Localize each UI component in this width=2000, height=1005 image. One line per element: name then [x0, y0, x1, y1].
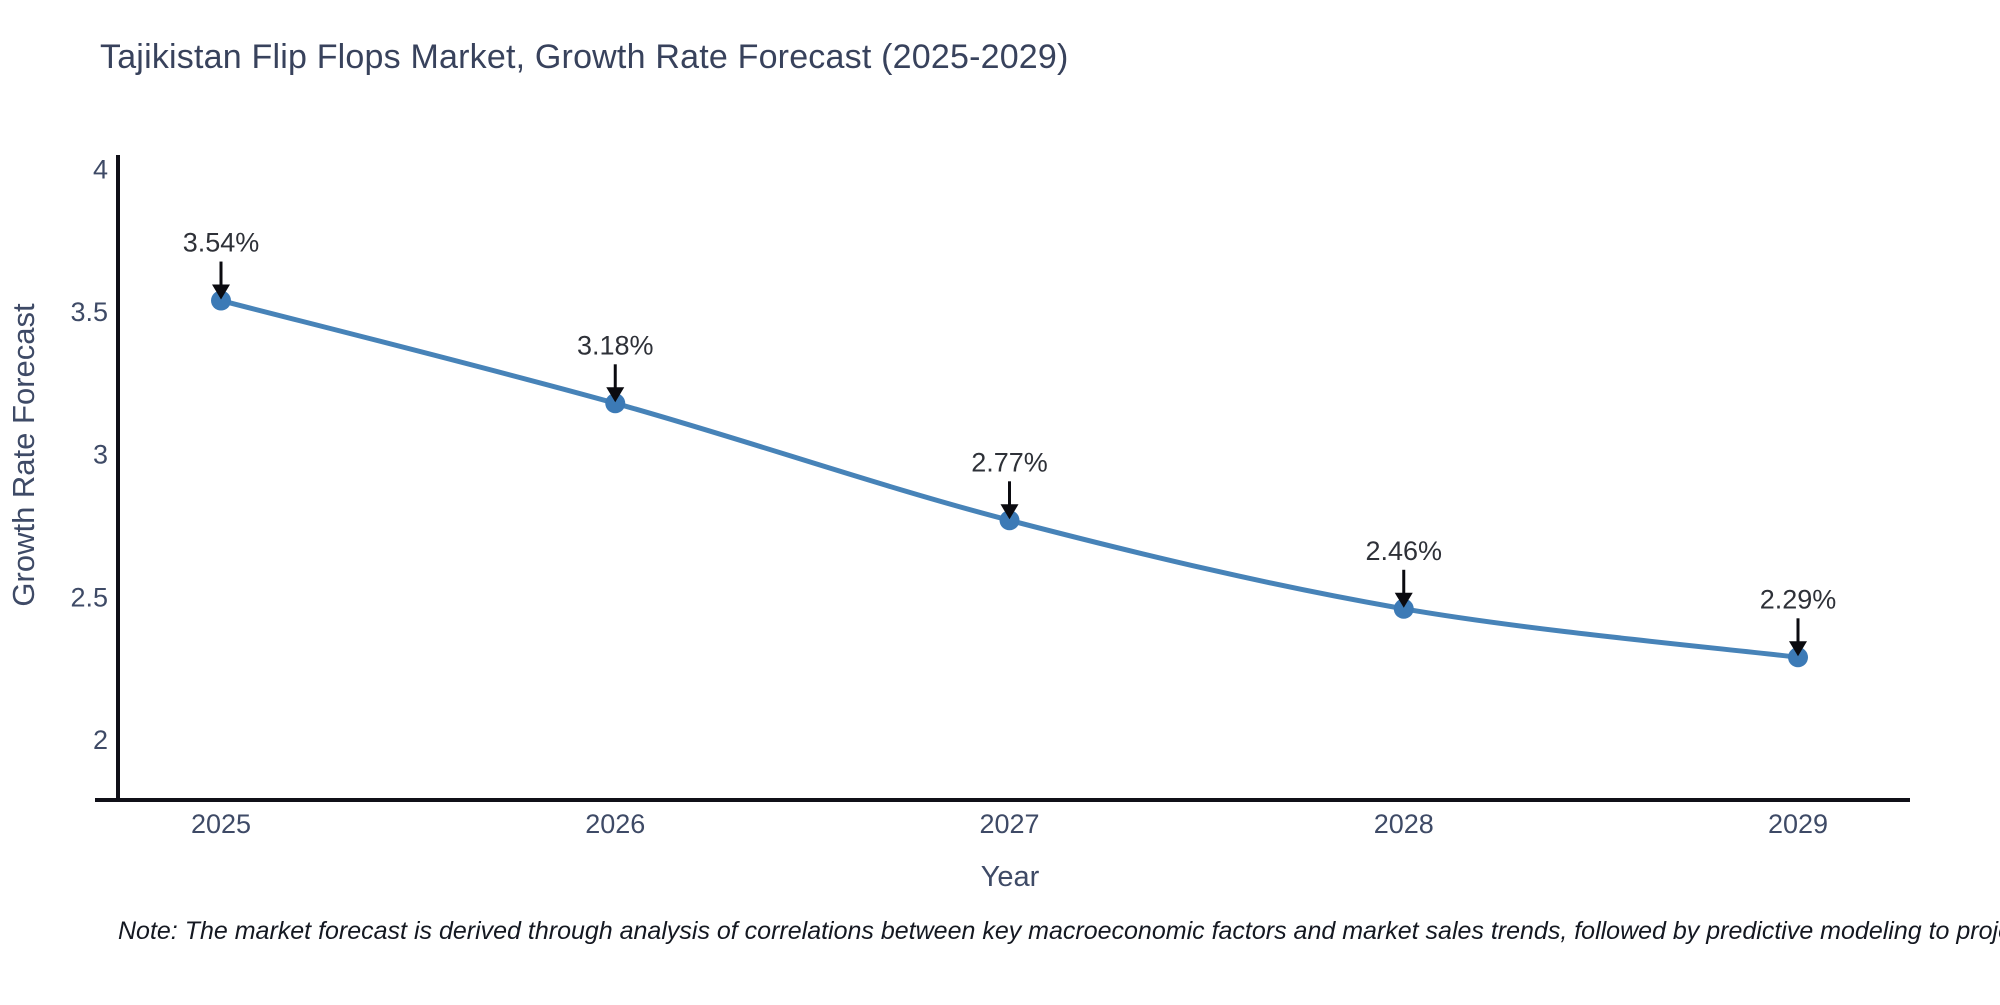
y-tick-label: 4 — [93, 154, 108, 184]
x-tick-label: 2027 — [979, 809, 1039, 839]
annotation-label: 2.77% — [971, 447, 1048, 477]
data-point-2028[interactable] — [1393, 598, 1414, 619]
annotation-arrowhead — [1394, 592, 1413, 608]
x-tick-label: 2026 — [585, 809, 645, 839]
x-tick-label: 2028 — [1374, 809, 1434, 839]
x-axis-title: Year — [981, 861, 1040, 893]
x-tick-label: 2025 — [191, 809, 251, 839]
annotation-arrowhead — [1000, 504, 1019, 520]
data-point-2026[interactable] — [605, 393, 626, 414]
data-point-2027[interactable] — [999, 510, 1020, 531]
annotation-arrowhead — [1789, 641, 1807, 657]
annotation-label: 3.18% — [577, 330, 654, 360]
y-tick-label: 2.5 — [70, 582, 108, 612]
annotation-label: 3.54% — [183, 228, 260, 258]
annotation-label: 2.46% — [1365, 536, 1442, 566]
chart-title: Tajikistan Flip Flops Market, Growth Rat… — [100, 38, 1069, 76]
y-tick-label: 3.5 — [70, 297, 108, 327]
annotation-arrowhead — [212, 284, 230, 300]
annotation-arrowhead — [606, 387, 625, 403]
forecast-line — [220, 298, 1799, 660]
y-tick-label: 3 — [93, 440, 108, 470]
y-axis-title: Growth Rate Forecast — [6, 303, 41, 607]
data-point-2025[interactable] — [211, 290, 231, 311]
x-tick-label: 2029 — [1768, 809, 1828, 839]
footnote-text: Note: The market forecast is derived thr… — [118, 917, 2000, 945]
data-point-2029[interactable] — [1788, 647, 1808, 668]
y-tick-label: 2 — [93, 725, 108, 755]
annotation-label: 2.29% — [1760, 584, 1837, 614]
